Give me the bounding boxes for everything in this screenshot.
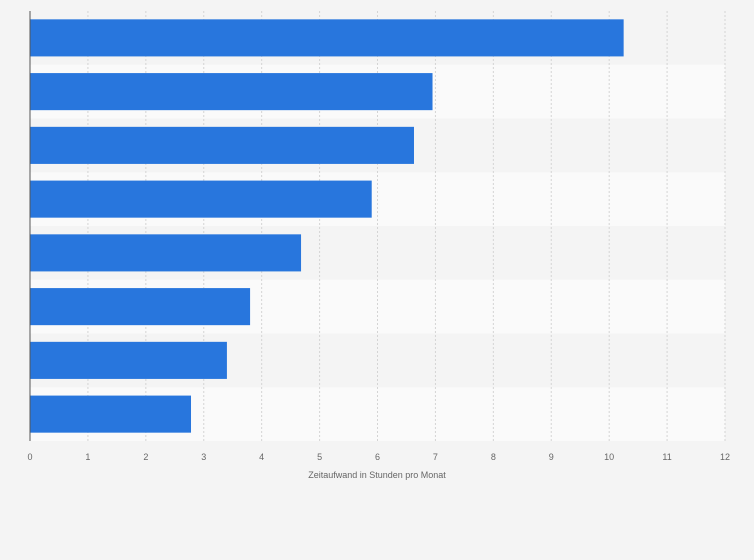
x-tick-label: 1 [85, 452, 90, 462]
x-axis-title: Zeitaufwand in Stunden pro Monat [308, 470, 446, 480]
x-tick-label: 7 [433, 452, 438, 462]
x-tick-label: 10 [604, 452, 614, 462]
bar-8[interactable] [30, 395, 192, 433]
x-tick-label: 6 [375, 452, 380, 462]
bar-6[interactable] [30, 288, 251, 326]
x-tick-label: 8 [491, 452, 496, 462]
bar-4[interactable] [30, 180, 372, 218]
x-tick-label: 12 [720, 452, 730, 462]
bar-5[interactable] [30, 234, 302, 272]
x-tick-label: 5 [317, 452, 322, 462]
x-tick-label: 9 [549, 452, 554, 462]
x-tick-label: 2 [143, 452, 148, 462]
bar-7[interactable] [30, 341, 227, 379]
x-tick-label: 11 [662, 452, 671, 462]
x-tick-label: 4 [259, 452, 264, 462]
x-tick-label: 3 [201, 452, 206, 462]
bars [30, 19, 624, 433]
x-tick-label: 0 [27, 452, 32, 462]
bar-1[interactable] [30, 19, 624, 57]
bar-2[interactable] [30, 73, 433, 111]
bar-3[interactable] [30, 126, 414, 164]
x-tick-labels: 0 1 2 3 4 5 6 7 8 9 10 11 12 [27, 452, 730, 462]
